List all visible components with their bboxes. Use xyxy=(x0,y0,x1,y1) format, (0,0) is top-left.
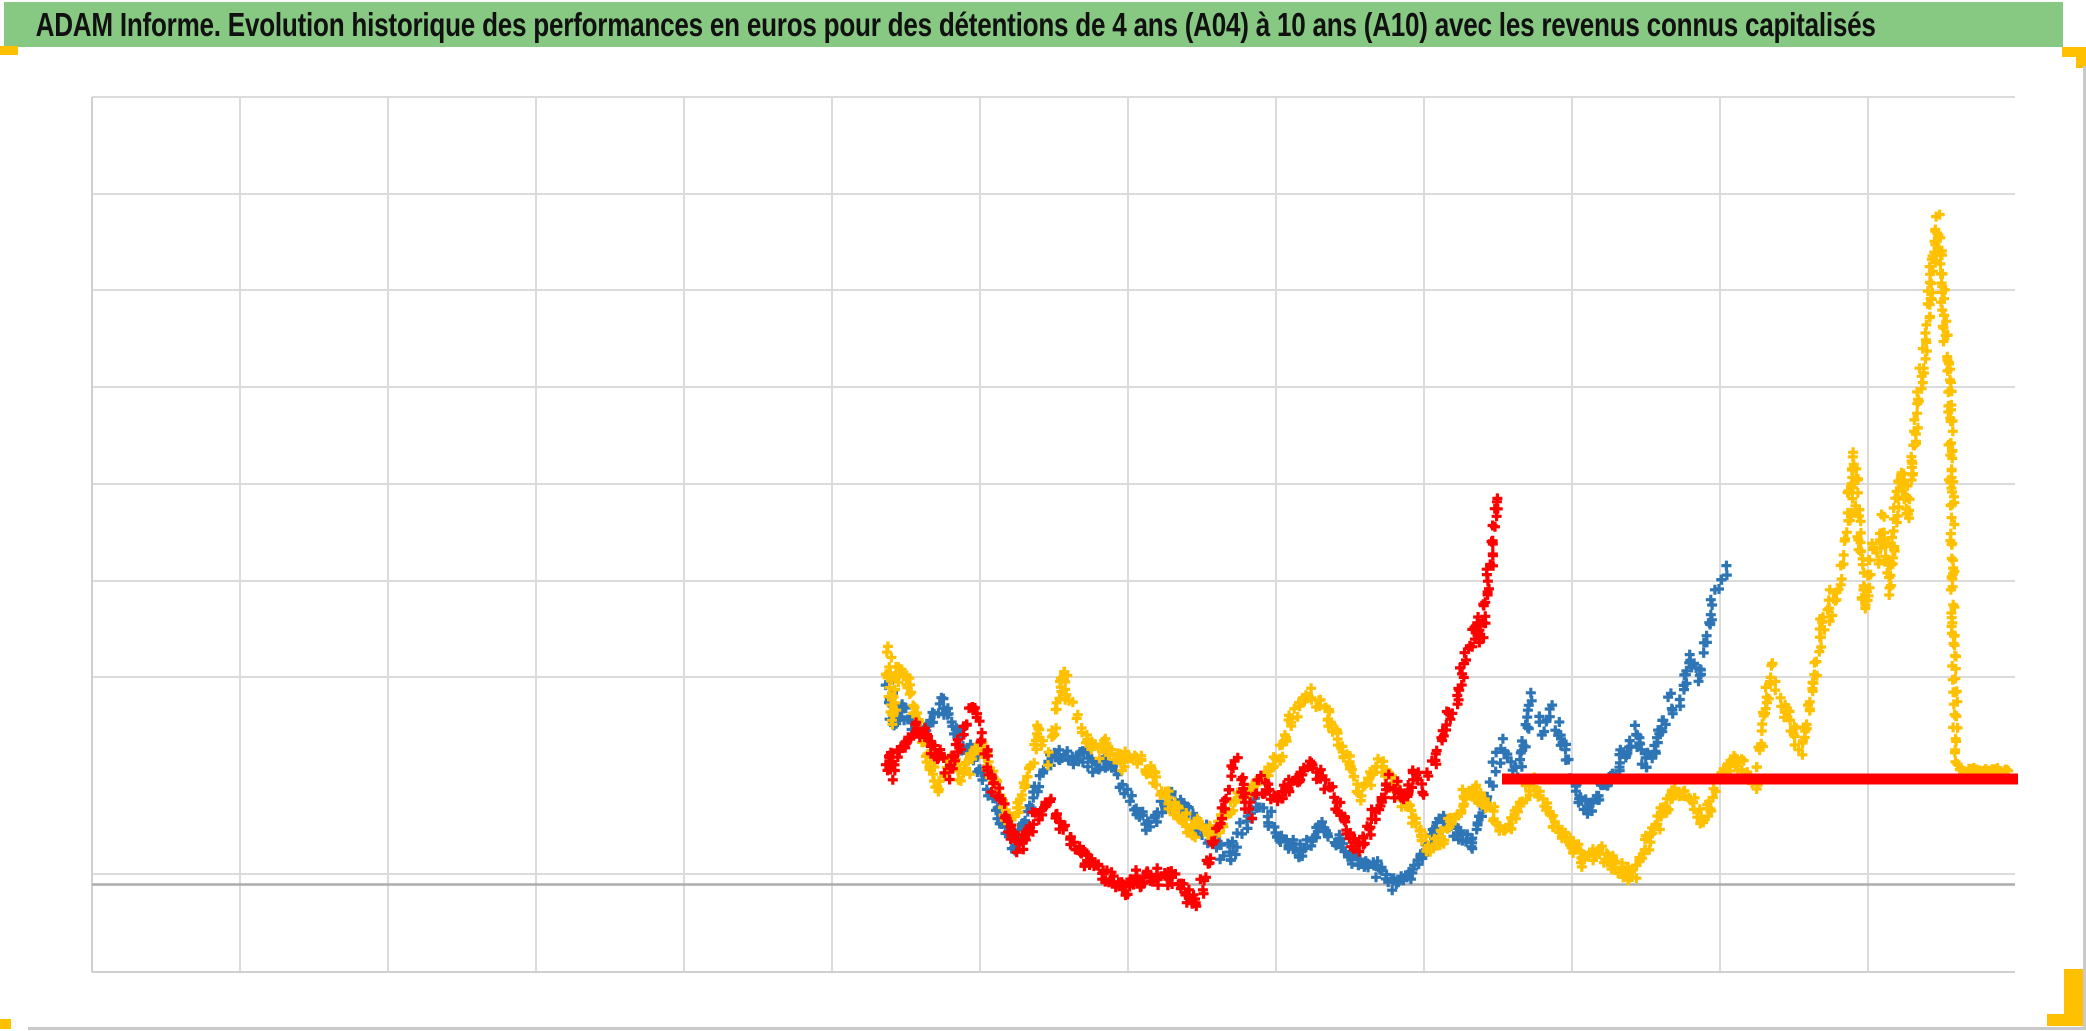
gridlines xyxy=(92,96,2015,972)
gold-corner-bottom-left xyxy=(0,1019,11,1029)
series-rouge xyxy=(880,493,1503,912)
plot-border xyxy=(91,97,2015,973)
title-bar: ADAM Informe. Evolution historique des p… xyxy=(4,2,2063,47)
gold-corner-top-right-vertical xyxy=(2076,47,2086,68)
page-title: ADAM Informe. Evolution historique des p… xyxy=(35,5,1876,43)
gold-corner-bottom-right-vertical xyxy=(2064,969,2083,1025)
gold-corner-bottom-right-horizontal xyxy=(2047,1014,2086,1026)
right-border-line xyxy=(2083,66,2086,1030)
gold-corner-top-left xyxy=(0,46,18,55)
bottom-border-line xyxy=(28,1027,2086,1030)
gold-corner-top-right-horizontal xyxy=(2062,47,2086,57)
